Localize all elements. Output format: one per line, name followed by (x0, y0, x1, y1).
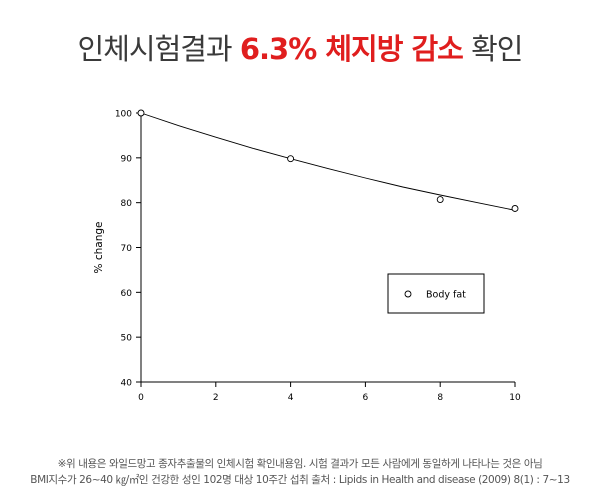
y-tick-label: 50 (121, 334, 133, 344)
y-tick-label: 70 (121, 244, 133, 254)
y-tick-label: 80 (121, 199, 133, 209)
title-highlight: 6.3% 체지방 감소 (239, 32, 464, 66)
legend-label: Body fat (426, 290, 466, 301)
x-tick-label: 6 (363, 393, 369, 403)
title-prefix: 인체시험결과 (77, 32, 240, 66)
x-tick-label: 10 (509, 393, 521, 403)
fit-curve (140, 112, 516, 211)
y-tick-label: 40 (121, 379, 133, 389)
x-tick-label: 8 (437, 393, 443, 403)
x-tick-label: 0 (138, 393, 144, 403)
footnote-source: BMI지수가 26~40 ㎏/㎡인 건강한 성인 102명 대상 10주간 섭취… (30, 474, 570, 486)
y-axis-title: % change (93, 222, 105, 274)
data-point (137, 109, 145, 117)
footnote-disclaimer: ※위 내용은 와일드망고 종자추출물의 인체시험 확인내용임. 시험 결과가 모… (57, 458, 543, 470)
data-point (436, 196, 444, 203)
y-tick-label: 100 (115, 110, 132, 120)
title-suffix: 확인 (462, 32, 523, 66)
data-point (511, 205, 519, 212)
page-title: 인체시험결과 6.3% 체지방 감소 확인 (0, 26, 600, 68)
legend-marker (404, 290, 412, 298)
y-tick-label: 90 (121, 154, 133, 164)
x-tick-label: 2 (213, 393, 219, 403)
legend-box (387, 273, 485, 314)
data-point (287, 155, 295, 163)
y-tick-label: 60 (121, 289, 133, 299)
x-tick-label: 4 (288, 393, 294, 403)
